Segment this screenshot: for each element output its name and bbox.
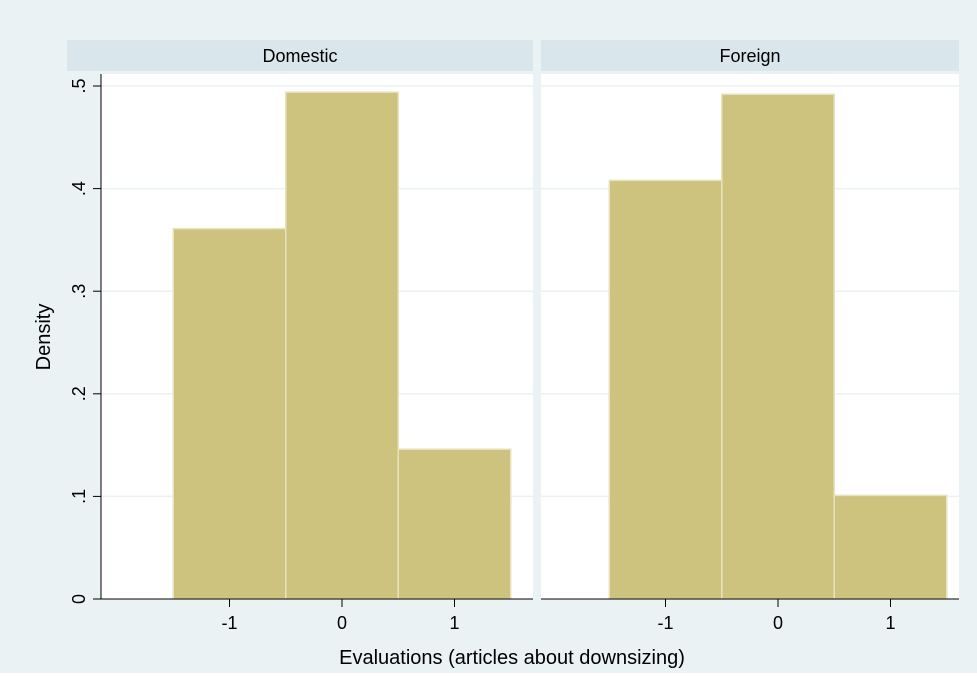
- y-tick-label: .3: [69, 284, 89, 299]
- y-axis: 0 .1 .2 .3 .4 .5 Density: [33, 74, 102, 604]
- histogram-bar: [285, 91, 399, 600]
- x-tick-label: 1: [885, 613, 895, 633]
- y-tick-label: .5: [69, 78, 89, 93]
- y-tick-label: .1: [69, 489, 89, 504]
- y-tick-label: 0: [69, 594, 89, 604]
- histogram-bar: [608, 179, 723, 600]
- x-tick-label: 0: [337, 613, 347, 633]
- histogram-bars: [172, 91, 512, 600]
- x-axis-ticks: -1 0 1: [221, 599, 460, 633]
- x-axis-ticks: -1 0 1: [657, 599, 896, 633]
- y-tick-label: .4: [69, 181, 89, 196]
- y-tick-label: .2: [69, 386, 89, 401]
- histogram-bar: [721, 93, 835, 600]
- panel-title: Foreign: [719, 46, 780, 66]
- x-tick-label: -1: [221, 613, 237, 633]
- y-axis-ticks: 0 .1 .2 .3 .4 .5: [69, 78, 101, 604]
- x-axis-label: Evaluations (articles about downsizing): [339, 647, 685, 669]
- histogram-bars: [608, 93, 948, 600]
- panel-title: Domestic: [262, 46, 337, 66]
- panel-strip: [541, 40, 959, 71]
- panel-foreign: Foreign: [541, 40, 959, 600]
- histogram-bar: [172, 227, 287, 600]
- x-axis-foreign: -1 0 1: [541, 598, 959, 633]
- histogram-bar: [833, 494, 948, 600]
- panel-strip: [67, 40, 533, 71]
- x-tick-label: 0: [773, 613, 783, 633]
- histogram-bar: [397, 448, 512, 600]
- x-axis-domestic: -1 0 1: [101, 598, 533, 633]
- panel-domestic: Domestic: [67, 40, 533, 600]
- x-tick-label: 1: [449, 613, 459, 633]
- y-axis-label: Density: [33, 304, 55, 371]
- x-tick-label: -1: [657, 613, 673, 633]
